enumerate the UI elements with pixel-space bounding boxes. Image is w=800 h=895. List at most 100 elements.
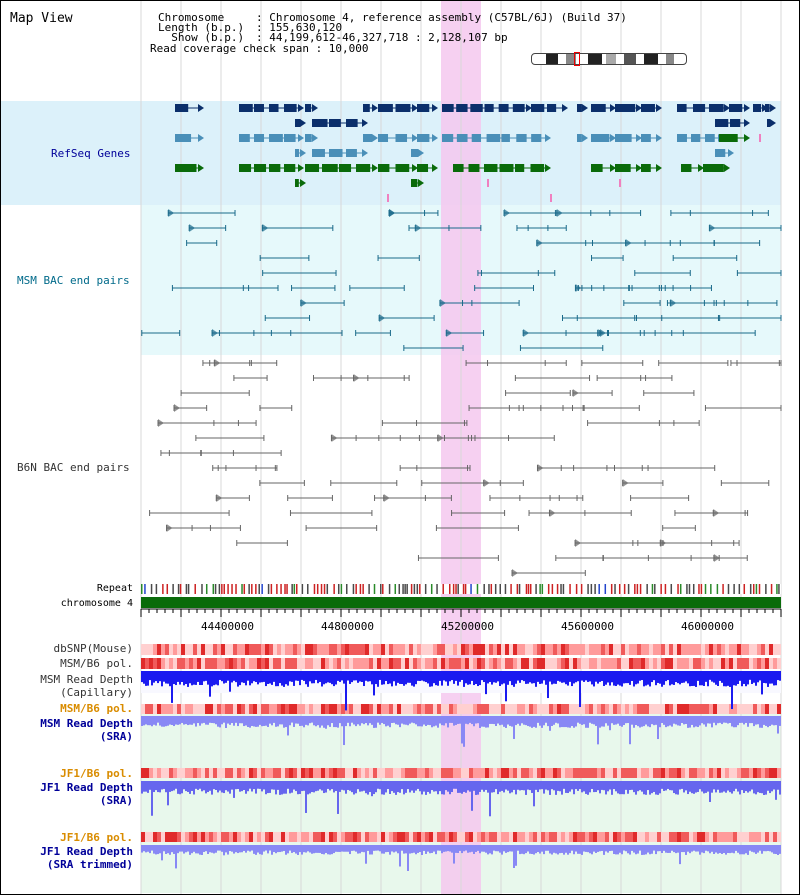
jf1-trimmed-depth <box>663 845 665 851</box>
msm-capillary-depth <box>355 671 357 681</box>
gene-strand-arrow <box>610 164 616 172</box>
dbsnp-heat <box>521 644 525 655</box>
jf1-trimmed-depth <box>161 845 163 861</box>
msm-sra-depth <box>415 716 417 725</box>
repeat-mark <box>359 584 362 594</box>
msm-sra-depth <box>269 716 271 724</box>
track-label-repeat[interactable]: Repeat <box>96 583 133 594</box>
track-label-jf1-b6-pol-2[interactable]: JF1/B6 pol. <box>60 831 133 844</box>
repeat-mark <box>442 584 444 594</box>
msm-capillary-depth <box>659 671 661 684</box>
chromosome-ideogram[interactable] <box>531 53 687 65</box>
jf1-b6-pol2-heat <box>369 832 373 842</box>
repeat-mark <box>251 584 253 594</box>
msm-b6-pol2-heat <box>557 704 561 714</box>
jf1-trimmed-depth <box>211 845 213 853</box>
track-label-msm-b6-pol-2[interactable]: MSM/B6 pol. <box>60 702 133 715</box>
msm-b6-pol-heat <box>641 658 645 669</box>
msm-b6-pol-heat <box>213 658 217 669</box>
gene-exon <box>417 134 430 142</box>
gene-exon <box>312 119 328 127</box>
jf1-sra-depth <box>165 781 167 793</box>
dbsnp-heat <box>253 644 257 655</box>
jf1-sra-depth <box>577 781 579 791</box>
jf1-b6-pol2-heat <box>489 832 493 842</box>
dbsnp-heat <box>725 644 729 655</box>
jf1-sra-depth <box>491 781 493 793</box>
jf1-trimmed-depth <box>613 845 615 855</box>
jf1-sra-depth <box>183 781 185 790</box>
jf1-b6-pol2-heat <box>277 832 281 842</box>
jf1-sra-depth <box>629 781 631 791</box>
msm-b6-pol-heat <box>693 658 697 669</box>
msm-b6-pol-heat <box>621 658 625 669</box>
msm-capillary-depth <box>503 671 505 684</box>
msm-b6-pol-heat <box>325 658 329 669</box>
track-label-msm-read-depth-capillary[interactable]: MSM Read Depth <box>40 673 133 686</box>
msm-b6-pol-heat <box>725 658 729 669</box>
msm-b6-pol2-heat <box>329 704 333 714</box>
jf1-sra-depth <box>333 781 335 793</box>
gene-strand-arrow <box>744 119 750 127</box>
track-label-msm-bac[interactable]: MSM BAC end pairs <box>17 274 130 287</box>
jf1-b6-pol2-heat <box>477 832 481 842</box>
jf1-b6-pol-heat <box>237 768 241 778</box>
gene-exon <box>486 134 501 142</box>
jf1-sra-depth <box>653 781 655 792</box>
track-label-dbsnp[interactable]: dbSNP(Mouse) <box>53 642 133 655</box>
msm-b6-pol2-heat <box>513 704 517 714</box>
msm-sra-depth <box>547 716 549 727</box>
track-label-jf1-read-depth-trimmed[interactable]: JF1 Read Depth <box>40 845 133 858</box>
jf1-b6-pol-heat <box>729 768 733 778</box>
msm-b6-pol2-heat <box>237 704 241 714</box>
msm-b6-pol-heat <box>553 658 557 669</box>
track-label-jf1-read-depth-sra[interactable]: JF1 Read Depth <box>40 781 133 794</box>
msm-b6-pol2-heat <box>377 704 381 714</box>
repeat-mark <box>598 584 600 594</box>
msm-b6-pol-heat <box>309 658 313 669</box>
jf1-sra-depth <box>155 781 157 791</box>
dbsnp-heat <box>641 644 645 655</box>
gene-exon <box>453 164 464 172</box>
jf1-trimmed-depth <box>423 845 425 851</box>
jf1-sra-depth <box>711 781 713 793</box>
msm-sra-depth <box>357 716 359 725</box>
jf1-sra-depth <box>399 781 401 793</box>
jf1-sra-depth <box>723 781 725 792</box>
track-label-b6n-bac[interactable]: B6N BAC end pairs <box>17 461 130 474</box>
jf1-b6-pol-heat <box>545 768 549 778</box>
msm-b6-pol2-heat <box>697 704 701 714</box>
gene-exon <box>703 164 724 172</box>
jf1-sra-depth <box>507 781 509 791</box>
jf1-trimmed-depth <box>415 845 417 855</box>
jf1-sra-depth <box>307 781 309 795</box>
jf1-b6-pol2-heat <box>425 832 429 842</box>
msm-capillary-depth <box>301 671 303 680</box>
msm-sra-depth <box>615 716 617 725</box>
msm-sra-depth <box>617 716 619 724</box>
msm-capillary-depth <box>667 671 669 681</box>
jf1-trimmed-depth <box>471 845 473 852</box>
msm-b6-pol2-heat <box>265 704 269 714</box>
repeat-mark <box>634 584 636 594</box>
jf1-sra-depth <box>665 781 667 791</box>
msm-sra-depth <box>259 716 261 725</box>
msm-b6-pol2-heat <box>577 704 581 714</box>
msm-sra-depth <box>777 716 779 734</box>
jf1-b6-pol-heat <box>693 768 697 778</box>
jf1-trimmed-depth <box>491 845 493 855</box>
msm-capillary-depth <box>459 671 461 682</box>
track-label-jf1-b6-pol[interactable]: JF1/B6 pol. <box>60 767 133 780</box>
msm-sra-depth <box>331 716 333 724</box>
msm-capillary-depth <box>593 671 595 687</box>
msm-capillary-depth <box>749 671 751 680</box>
jf1-b6-pol2-heat <box>681 832 685 842</box>
track-label-refseq[interactable]: RefSeq Genes <box>51 147 131 160</box>
dbsnp-heat <box>549 644 553 655</box>
dbsnp-heat <box>457 644 461 655</box>
track-label-msm-b6-pol[interactable]: MSM/B6 pol. <box>60 657 133 670</box>
repeat-mark <box>212 584 215 594</box>
dbsnp-heat <box>385 644 389 655</box>
jf1-b6-pol-heat <box>533 768 537 778</box>
track-label-msm-read-depth-sra[interactable]: MSM Read Depth <box>40 717 133 730</box>
